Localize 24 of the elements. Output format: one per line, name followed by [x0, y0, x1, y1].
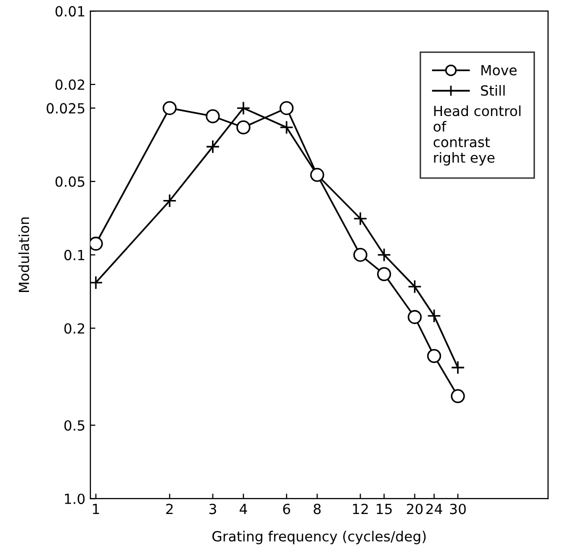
x-tick-label: 20 — [406, 504, 423, 514]
y-tick-label: 0.05 — [56, 176, 84, 187]
legend-label: Still — [481, 85, 505, 96]
x-tick-label: 12 — [353, 504, 368, 514]
y-tick-label: 1.0 — [64, 494, 85, 504]
x-tick-label: 15 — [376, 504, 392, 514]
x-tick-label: 8 — [314, 504, 321, 514]
legend-title: Head control of contrast right eye — [434, 105, 520, 166]
x-tick-label: 3 — [209, 504, 216, 514]
y-axis-title: Modulation — [18, 217, 30, 292]
y-tick-label: 0.1 — [64, 250, 84, 260]
x-tick-label: 30 — [450, 504, 466, 514]
y-tick-label: 0.02 — [56, 79, 84, 90]
x-tick-label: 4 — [240, 504, 248, 514]
legend-label: Move — [481, 65, 517, 76]
y-tick-label: 0.025 — [46, 103, 84, 114]
y-tick-label: 0.01 — [56, 6, 84, 17]
x-tick-label: 1 — [92, 504, 99, 514]
x-tick-label: 24 — [426, 504, 442, 514]
y-tick-label: 0.5 — [64, 420, 84, 431]
y-tick-label: 0.2 — [64, 323, 84, 334]
x-axis-title: Grating frequency (cycles/deg) — [212, 530, 426, 544]
x-tick-label: 6 — [283, 504, 290, 514]
x-tick-label: 2 — [166, 504, 173, 514]
